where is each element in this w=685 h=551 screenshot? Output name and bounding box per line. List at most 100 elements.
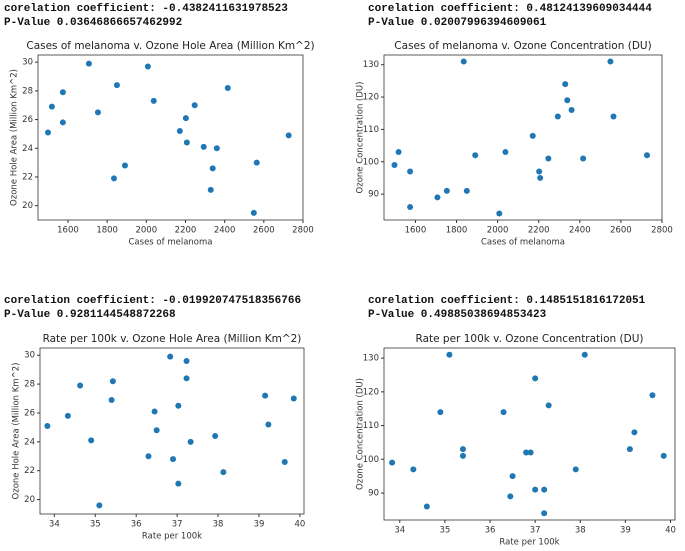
point [44,422,51,429]
x-axis-label: Rate per 100k [499,538,559,548]
point [502,149,509,156]
y-tick-label: 30 [24,351,35,361]
x-tick-label: 40 [665,526,676,536]
x-tick-label: 2200 [175,226,197,236]
point [145,453,152,460]
point [212,433,219,440]
x-tick-label: 39 [620,526,631,536]
point [523,449,530,456]
point [113,82,120,89]
plot-frame [383,54,663,221]
point [460,58,467,65]
point [537,174,544,181]
point [253,159,260,166]
point [407,204,414,211]
point [175,402,182,409]
point [191,102,198,109]
y-axis-label: Ozone Hole Area (Million Km^2) [12,363,22,500]
x-tick-label: 35 [439,526,450,536]
point [562,81,569,88]
point [607,58,614,65]
y-tick-label: 24 [24,437,35,447]
point [183,139,190,146]
point [150,97,157,104]
y-tick-label: 130 [363,354,379,364]
point [446,351,453,358]
y-tick-label: 90 [368,489,379,499]
point [545,402,552,409]
y-tick-label: 22 [24,466,35,476]
point [572,466,579,473]
point [509,473,516,480]
point [610,113,617,120]
point [631,429,638,436]
point [110,175,117,182]
point [285,132,292,139]
point [580,155,587,162]
point [209,165,216,172]
point [48,103,55,110]
point [94,109,101,116]
point [167,353,174,360]
annotation: P-Value 0.02007996394609061 [368,17,547,29]
point [463,187,470,194]
x-tick-label: 39 [254,520,265,530]
point [153,427,160,434]
point [660,452,667,459]
point [85,60,92,67]
y-tick-label: 130 [363,60,379,70]
annotation: corelation coefficient: 0.48124139609034… [368,3,652,15]
point [564,97,571,104]
point [496,210,503,217]
y-tick-label: 20 [22,201,33,211]
point [434,194,441,201]
y-axis-label: Ozone Hole Area (Million Km^2) [10,69,20,206]
x-tick-label: 2400 [569,226,591,236]
point [187,438,194,445]
x-tick-label: 2800 [651,226,673,236]
point [532,375,539,382]
point [281,459,288,466]
x-tick-label: 2800 [292,226,314,236]
point [183,357,190,364]
plot-frame [383,347,676,521]
chart-title: Cases of melanoma v. Ozone Concentration… [394,40,651,52]
point [213,145,220,152]
y-tick-label: 24 [22,144,33,154]
x-tick-label: 1600 [57,226,79,236]
point [472,152,479,159]
point [290,395,297,402]
point [77,382,84,389]
point [182,115,189,122]
x-tick-label: 2600 [610,226,632,236]
point [151,408,158,415]
point [44,129,51,136]
point [541,486,548,493]
point [527,449,534,456]
plot-frame [37,54,304,221]
point [175,480,182,487]
x-axis-label: Cases of melanoma [129,238,213,248]
plot-frame [39,347,305,515]
annotation: P-Value 0.9281144548872268 [4,309,176,321]
point [554,113,561,120]
point [389,459,396,466]
y-tick-label: 28 [22,86,33,96]
annotation: P-Value 0.03646866657462992 [4,17,182,29]
y-axis-label: Ozone Concentration (DU) [356,378,366,490]
point [649,392,656,399]
point [568,107,575,113]
chart-title: Cases of melanoma v. Ozone Hole Area (Mi… [26,40,314,52]
x-tick-label: 38 [575,526,586,536]
x-tick-label: 1600 [405,226,427,236]
point [170,456,177,463]
point [423,503,430,510]
x-tick-label: 34 [394,526,405,536]
y-tick-label: 120 [363,93,379,103]
point [64,412,71,419]
point [88,437,95,444]
y-tick-label: 28 [24,380,35,390]
point [529,132,536,139]
point [507,493,514,500]
x-tick-label: 38 [213,520,224,530]
